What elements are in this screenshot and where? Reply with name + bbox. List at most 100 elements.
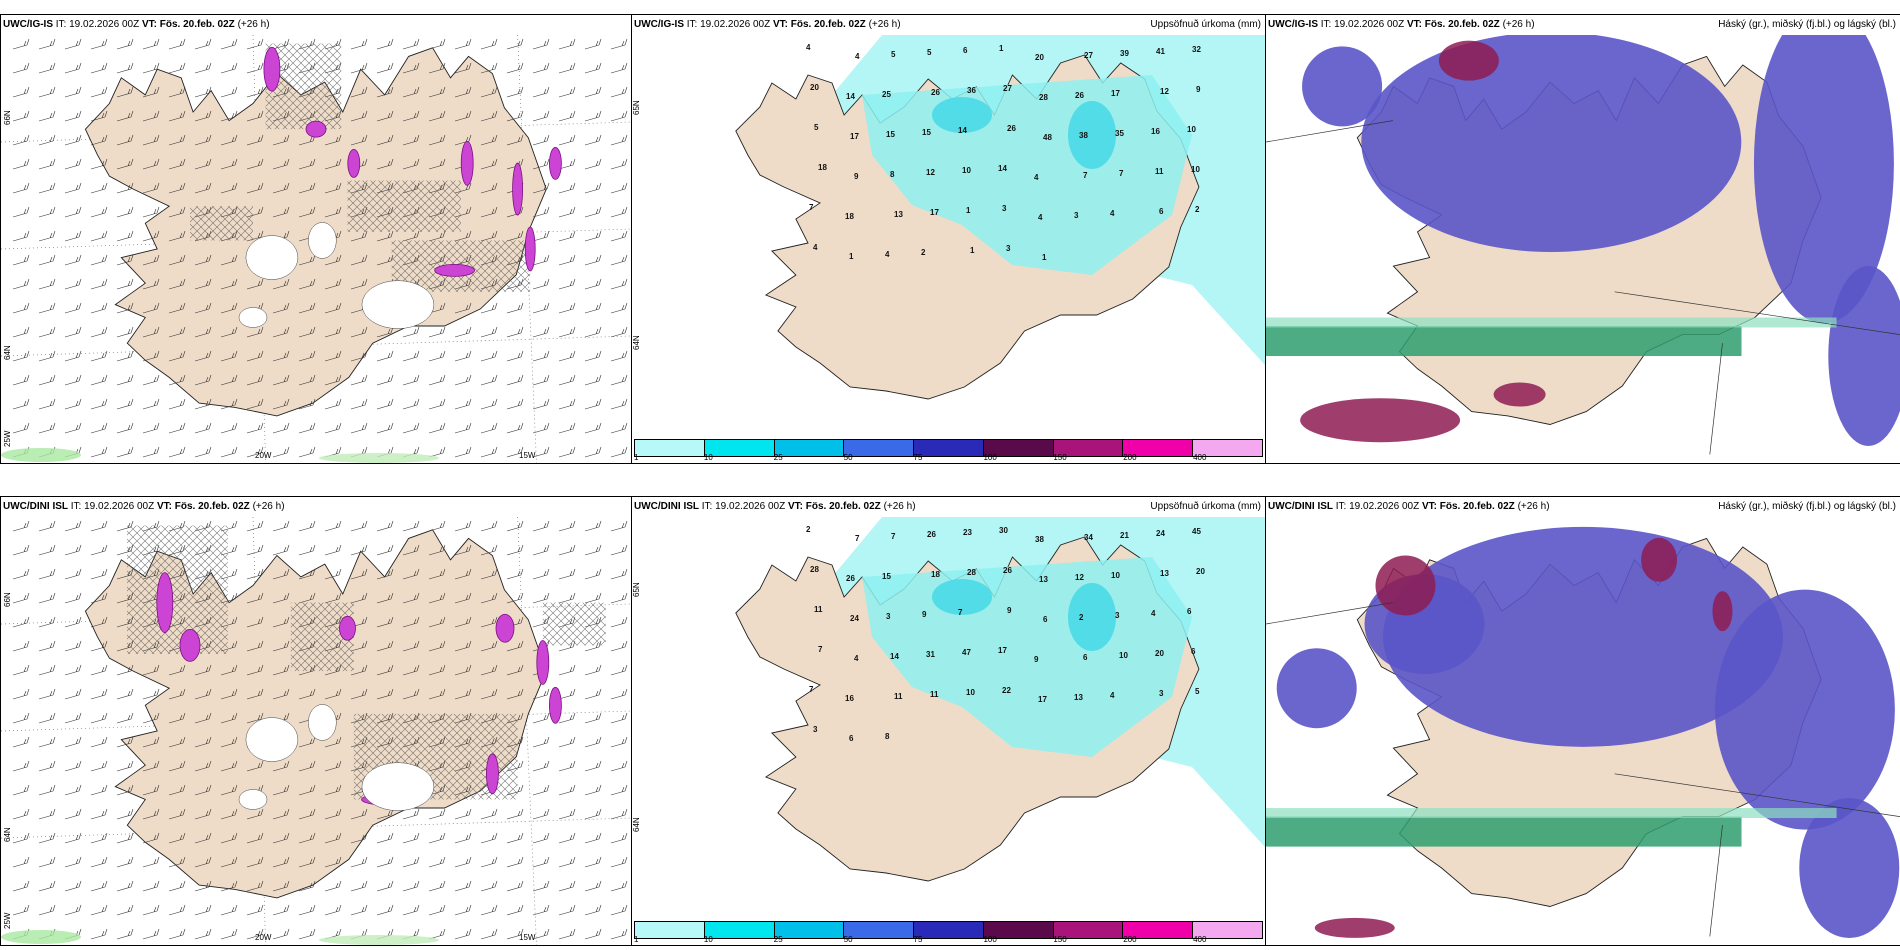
wind-barb [480, 86, 498, 98]
wind-barb [454, 616, 472, 628]
precip-value-label: 18 [845, 212, 854, 221]
precip-heavy-area [932, 97, 992, 133]
wind-barb [584, 254, 602, 266]
snow-hatch-area [347, 180, 461, 232]
wind-barb [90, 110, 108, 122]
wind-barb [480, 832, 498, 844]
wind-barb [298, 808, 316, 820]
wind-barb [428, 688, 446, 700]
wind-barb [324, 544, 342, 556]
wind-barb [38, 904, 56, 916]
wind-barb [64, 880, 82, 892]
precip-value-label: 15 [922, 128, 931, 137]
wind-barb [116, 446, 134, 458]
wind-barb [116, 230, 134, 242]
colorbar-tick-label: 75 [913, 453, 923, 462]
wind-barb [168, 62, 186, 74]
wind-barb [584, 928, 602, 940]
wind-barb [168, 350, 186, 362]
wind-barb [454, 520, 472, 532]
wind-barb [64, 592, 82, 604]
wind-barb [454, 544, 472, 556]
wind-barb [298, 520, 316, 532]
precip-value-label: 4 [855, 52, 860, 61]
wind-barb [90, 592, 108, 604]
wind-barb [558, 856, 576, 868]
wind-barb [454, 856, 472, 868]
snow-precip-area [347, 148, 361, 178]
panel-header: UWC/IG-IS IT: 19.02.2026 00Z VT: Fös. 20… [1266, 15, 1900, 35]
wind-barb [168, 856, 186, 868]
precip-value-label: 7 [809, 203, 814, 212]
wind-barb [90, 664, 108, 676]
wind-barb [12, 278, 30, 290]
wind-barb [558, 326, 576, 338]
wind-barb [610, 62, 628, 74]
precip-value-label: 3 [813, 725, 818, 734]
precip-value-label: 6 [1043, 615, 1048, 624]
wind-barb [324, 832, 342, 844]
wind-barb [584, 62, 602, 74]
wind-barb [610, 592, 628, 604]
wind-barb [142, 206, 160, 218]
colorbar-swatch [1123, 440, 1194, 456]
wind-barb [610, 616, 628, 628]
wind-barb [272, 350, 290, 362]
wind-barb [402, 86, 420, 98]
wind-barb [532, 446, 550, 458]
wind-barb [480, 446, 498, 458]
wind-barb [220, 664, 238, 676]
snow-hatch-area [542, 602, 606, 646]
wind-barb [454, 640, 472, 652]
wind-barb [142, 422, 160, 434]
wind-barb [220, 808, 238, 820]
precip-value-label: 2 [1195, 205, 1200, 214]
low-cloud-area [1302, 46, 1383, 127]
precip-value-label: 4 [1110, 691, 1115, 700]
wind-barb [64, 206, 82, 218]
precip-value-label: 17 [850, 132, 859, 141]
wind-barb [324, 592, 342, 604]
wind-barb [298, 206, 316, 218]
wind-barb [38, 616, 56, 628]
precip-value-label: 22 [1002, 686, 1011, 695]
wind-barb [402, 640, 420, 652]
precip-value-label: 9 [1007, 606, 1012, 615]
wind-barb [246, 326, 264, 338]
wind-barb [402, 664, 420, 676]
wind-barb [298, 544, 316, 556]
colorbar-swatch [1053, 440, 1124, 456]
wind-barb [584, 38, 602, 50]
wind-barb [532, 254, 550, 266]
wind-barb [142, 832, 160, 844]
wind-barb [12, 326, 30, 338]
wind-barb [350, 688, 368, 700]
wind-barb [38, 856, 56, 868]
wind-barb [194, 688, 212, 700]
wind-barb [558, 808, 576, 820]
wind-barb [298, 350, 316, 362]
wind-barb [272, 544, 290, 556]
precip-colorbar: 1 10 25 50 75 100 150 200 400 [632, 437, 1265, 463]
colorbar-labels: 1 10 25 50 75 100 150 200 400 [634, 935, 1263, 945]
colorbar-swatch [914, 922, 984, 938]
wind-barb [38, 398, 56, 410]
wind-barb [454, 688, 472, 700]
lat-label: 65N [632, 100, 641, 115]
precip-value-label: 5 [1195, 687, 1200, 696]
precip-value-label: 6 [1191, 647, 1196, 656]
wind-barb [376, 134, 394, 146]
wind-barb [38, 278, 56, 290]
wind-barb [402, 62, 420, 74]
precip-value-label: 9 [922, 610, 927, 619]
wind-barb [350, 38, 368, 50]
wind-barb [38, 736, 56, 748]
wind-barb [90, 446, 108, 458]
wind-barb [142, 326, 160, 338]
wind-barb [142, 784, 160, 796]
wind-barb [272, 880, 290, 892]
wind-barb [376, 158, 394, 170]
wind-barb [64, 664, 82, 676]
wind-barb [12, 374, 30, 386]
wind-barb [376, 880, 394, 892]
